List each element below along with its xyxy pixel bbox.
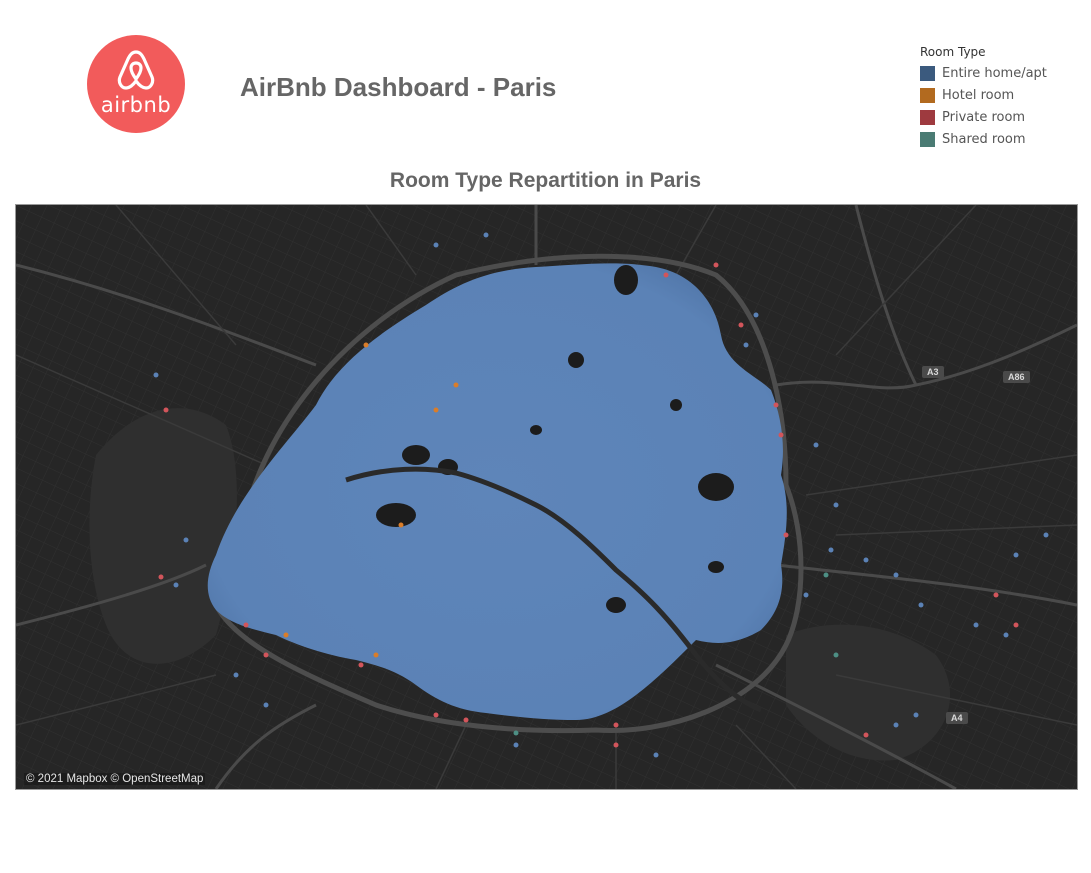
page-title: AirBnb Dashboard - Paris: [240, 72, 557, 102]
paris-map[interactable]: A3 A86 A4 © 2021 Mapbox © OpenStreetMap: [15, 204, 1078, 790]
peripherique-ring: [210, 253, 804, 734]
legend-swatch: [920, 87, 935, 103]
minor-roads: [16, 205, 1077, 789]
room-type-legend: Room Type Entire home/apt Hotel room Pri…: [920, 45, 1047, 150]
road-label-a4: A4: [946, 712, 968, 724]
legend-item-entire-home[interactable]: Entire home/apt: [920, 62, 1047, 84]
road-label-a3: A3: [922, 366, 944, 378]
major-roads: [16, 205, 1077, 789]
hotel-room-points: [283, 342, 459, 658]
legend-label: Hotel room: [942, 87, 1015, 103]
map-title: Room Type Repartition in Paris: [389, 169, 702, 192]
map-attribution[interactable]: © 2021 Mapbox © OpenStreetMap: [24, 773, 206, 785]
legend-item-shared-room[interactable]: Shared room: [920, 128, 1047, 150]
map-canvas[interactable]: [16, 205, 1077, 789]
legend-label: Private room: [942, 109, 1026, 125]
legend-label: Shared room: [942, 131, 1026, 147]
airbnb-belo-icon: [117, 50, 155, 90]
road-label-a86: A86: [1003, 371, 1030, 383]
legend-title: Room Type: [920, 45, 986, 59]
entire-home-points: [153, 232, 1049, 758]
private-room-points: [158, 262, 1019, 748]
legend-swatch: [920, 65, 935, 81]
bois-de-boulogne-area: [89, 408, 237, 664]
legend-label: Entire home/apt: [942, 65, 1047, 81]
legend-swatch: [920, 131, 935, 147]
logo-wordmark: airbnb: [100, 93, 172, 117]
bois-de-vincennes-area: [786, 624, 951, 761]
seine-river: [345, 466, 762, 713]
listings-density-area[interactable]: [207, 263, 787, 720]
legend-swatch: [920, 109, 935, 125]
airbnb-logo: airbnb: [87, 35, 185, 133]
legend-item-private-room[interactable]: Private room: [920, 106, 1047, 128]
legend-item-hotel-room[interactable]: Hotel room: [920, 84, 1047, 106]
shared-room-points: [513, 572, 839, 736]
blob-gaps: [376, 265, 734, 613]
